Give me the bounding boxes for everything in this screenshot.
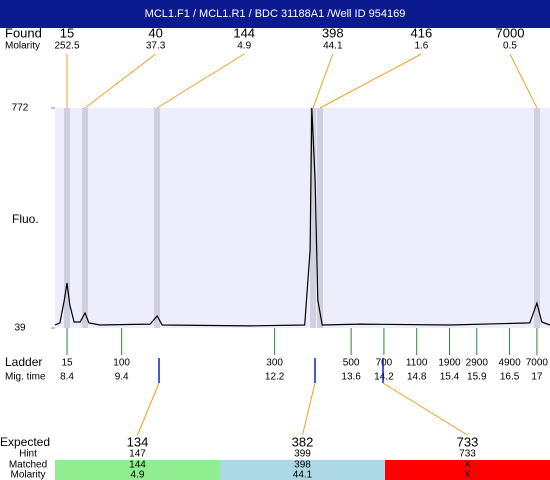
found-molarity: 0.5 [503,41,517,52]
ladder-size: 7000 [526,358,549,369]
expected-size: 733 [457,434,479,449]
found-connector [312,53,334,109]
ladder-size: 300 [266,358,283,369]
expected-molarity: X [464,470,471,480]
ladder-time: 8.4 [60,372,74,383]
expected-molarity: 4.9 [131,470,145,480]
found-molarity-label: Molarity [5,41,40,52]
y-tick-label: 39 [14,323,26,334]
ladder-size: 15 [61,358,73,369]
found-size: 15 [60,25,74,40]
found-size: 7000 [496,25,525,40]
expected-molarity-label: Molarity [10,470,45,480]
found-size: 40 [148,25,162,40]
expected-hint: 733 [459,449,476,460]
peak-band [317,108,323,328]
found-molarity: 252.5 [54,41,79,52]
expected-matched: 144 [129,460,146,471]
peak-band [310,108,316,328]
ladder-time: 15.9 [467,372,487,383]
expected-hint: 399 [294,449,311,460]
y-axis-label: Fluo. [12,212,39,226]
peak-band [154,108,160,328]
y-tick-label: 772 [12,103,29,114]
found-connector [84,53,156,109]
matched-label: Matched [9,460,47,471]
ladder-time: 13.6 [341,372,361,383]
found-size: 398 [322,25,344,40]
ladder-size: 700 [376,358,393,369]
header-bar [0,0,550,28]
ladder-size: 500 [343,358,360,369]
found-connector [509,53,538,109]
ladder-time: 14.8 [407,372,427,383]
found-label: Found [5,25,42,40]
found-molarity: 44.1 [323,41,343,52]
found-size: 416 [411,25,433,40]
expected-hint: 147 [129,449,146,460]
found-molarity: 4.9 [237,41,251,52]
hint-label: Hint [19,449,37,460]
match-cell [385,460,550,480]
peak-band [82,108,88,328]
trace [54,107,550,327]
match-cell [220,460,385,480]
found-connector [319,53,422,109]
ladder-time: 14.2 [374,372,394,383]
header-title: MCL1.F1 / MCL1.R1 / BDC 31188A1 /Well ID… [145,8,406,20]
ladder-size: 100 [113,358,130,369]
expected-size: 382 [292,434,314,449]
peak-band [64,108,70,328]
peak-band [534,108,540,328]
found-size: 144 [233,25,255,40]
expected-size: 134 [127,434,149,449]
expected-connector [382,382,468,436]
ladder-time: 15.4 [440,372,460,383]
ladder-size: 2900 [466,358,489,369]
ladder-time: 17 [531,372,543,383]
found-connector [156,53,245,109]
ladder-size: 4900 [498,358,521,369]
expected-molarity: 44.1 [293,470,313,480]
plot-area [55,108,550,328]
expected-connector [302,382,316,436]
expected-matched: 398 [294,460,311,471]
ladder-label: Ladder [5,355,42,369]
match-cell [55,460,220,480]
expected-matched: X [464,460,471,471]
found-molarity: 37.3 [146,41,166,52]
ladder-size: 1900 [438,358,461,369]
ladder-time: 16.5 [500,372,520,383]
ladder-time: 12.2 [265,372,285,383]
expected-label: Expected [0,435,50,449]
ladder-time-label: Mig. time [5,372,46,383]
found-molarity: 1.6 [414,41,428,52]
expected-connector [137,382,160,436]
ladder-time: 9.4 [115,372,129,383]
ladder-size: 1100 [406,358,428,369]
